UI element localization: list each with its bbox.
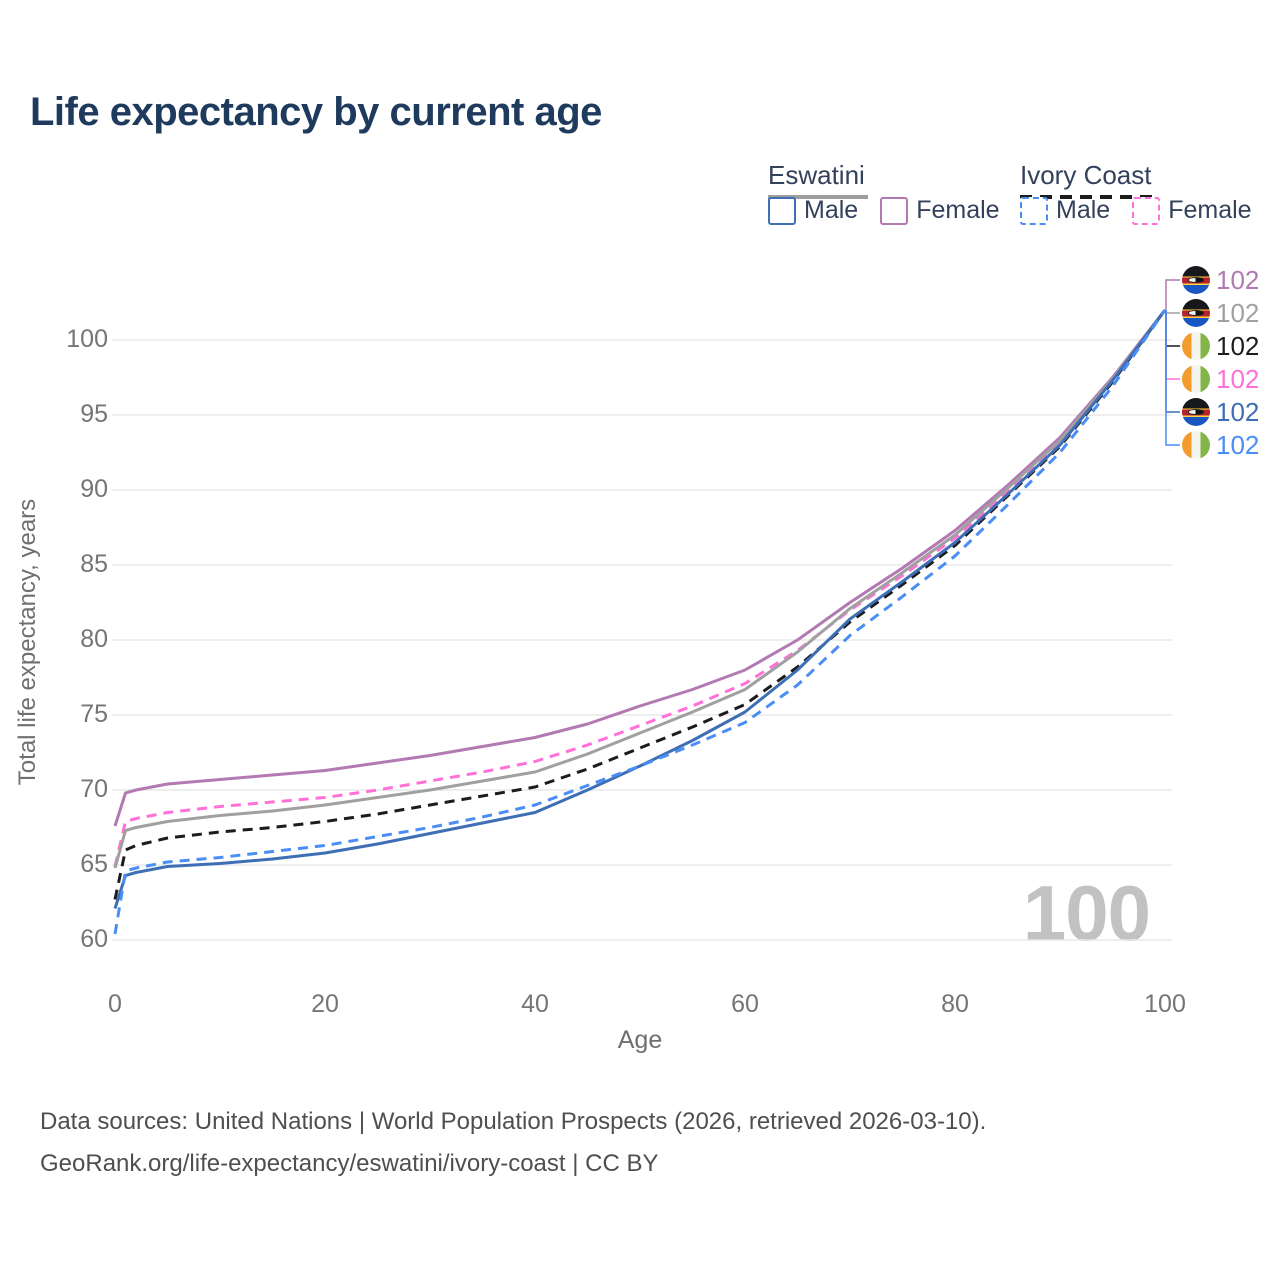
y-tick-label: 95 [80,400,108,428]
ivory-coast-female-swatch-icon [1132,196,1161,225]
x-tick-label: 80 [941,990,969,1018]
series-line-ivory-coast-total [113,309,1167,900]
legend-group-ivory-coast-label: Ivory Coast [1020,160,1152,190]
y-tick-label: 75 [80,700,108,728]
eswatini-line-style-icon [768,195,868,199]
endpoint-value: 102 [1216,363,1260,394]
x-axis-title: Age [617,1026,663,1054]
y-tick-label: 85 [80,550,108,578]
y-tick-label: 100 [66,325,108,353]
x-tick-label: 100 [1144,990,1186,1018]
legend-item-eswatini-male[interactable]: Male [768,196,858,225]
x-tick-label: 40 [521,990,549,1018]
x-tick-label: 20 [311,990,339,1018]
series-line-eswatini-female [113,309,1167,827]
series-line-ivory-coast-male [113,309,1167,935]
series-line-ivory-coast-female [113,309,1167,867]
endpoint-value: 102 [1216,330,1260,361]
legend-item-label: Female [916,196,1000,224]
flag-eswatini-icon [1182,398,1210,426]
series-line-eswatini-total [113,309,1167,869]
legend-item-eswatini-female[interactable]: Female [880,196,1000,225]
leader-line-ivory-coast-male [1165,310,1180,446]
y-tick-label: 80 [80,625,108,653]
x-tick-label: 60 [731,990,759,1018]
leader-line-ivory-coast-female [1165,310,1180,380]
legend-item-label: Male [804,196,859,224]
legend-item-ivory-coast-male[interactable]: Male [1020,196,1110,225]
x-tick-label: 0 [108,990,122,1018]
y-tick-label: 60 [80,925,108,953]
leader-line-eswatini-male [1165,310,1180,413]
y-tick-label: 90 [80,475,108,503]
flag-ivory-coast-icon [1182,431,1210,459]
legend-group-ivory-coast: Ivory Coast [1020,160,1152,199]
endpoint-value: 102 [1216,429,1260,460]
legend-group-eswatini: Eswatini [768,160,868,199]
attribution-text: GeoRank.org/life-expectancy/eswatini/ivo… [40,1150,659,1177]
endpoint-label-ivory-coast-total: 102 [1182,331,1259,361]
leader-line-eswatini-female [1165,279,1180,310]
legend-group-eswatini-label: Eswatini [768,160,865,190]
ivory-coast-line-style-icon [1020,195,1152,199]
legend-item-label: Female [1168,196,1252,224]
flag-eswatini-icon [1182,299,1210,327]
endpoint-value: 102 [1216,396,1260,427]
data-sources-text: Data sources: United Nations | World Pop… [40,1108,987,1135]
endpoint-label-eswatini-total: 102 [1182,298,1259,328]
endpoint-value: 102 [1216,297,1260,328]
flag-ivory-coast-icon [1182,365,1210,393]
flag-eswatini-icon [1182,266,1210,294]
eswatini-male-swatch-icon [768,196,796,225]
ivory-coast-male-swatch-icon [1020,196,1048,225]
series-line-eswatini-male [113,309,1167,909]
legend-items-eswatini: Male Female [768,196,1000,225]
eswatini-female-swatch-icon [880,196,909,225]
y-tick-label: 70 [80,775,108,803]
flag-ivory-coast-icon [1182,332,1210,360]
legend-items-ivory-coast: Male Female [1020,196,1252,225]
endpoint-value: 102 [1216,264,1260,295]
endpoint-label-ivory-coast-female: 102 [1182,364,1259,394]
y-tick-label: 65 [80,850,108,878]
page-title: Life expectancy by current age [30,90,602,134]
endpoint-label-ivory-coast-male: 102 [1182,430,1259,460]
legend-item-ivory-coast-female[interactable]: Female [1132,196,1252,225]
leader-line-eswatini-total [1165,310,1180,314]
age-counter-watermark: 100 [1022,869,1151,957]
legend-item-label: Male [1056,196,1111,224]
endpoint-label-eswatini-female: 102 [1182,265,1259,295]
endpoint-label-eswatini-male: 102 [1182,397,1259,427]
